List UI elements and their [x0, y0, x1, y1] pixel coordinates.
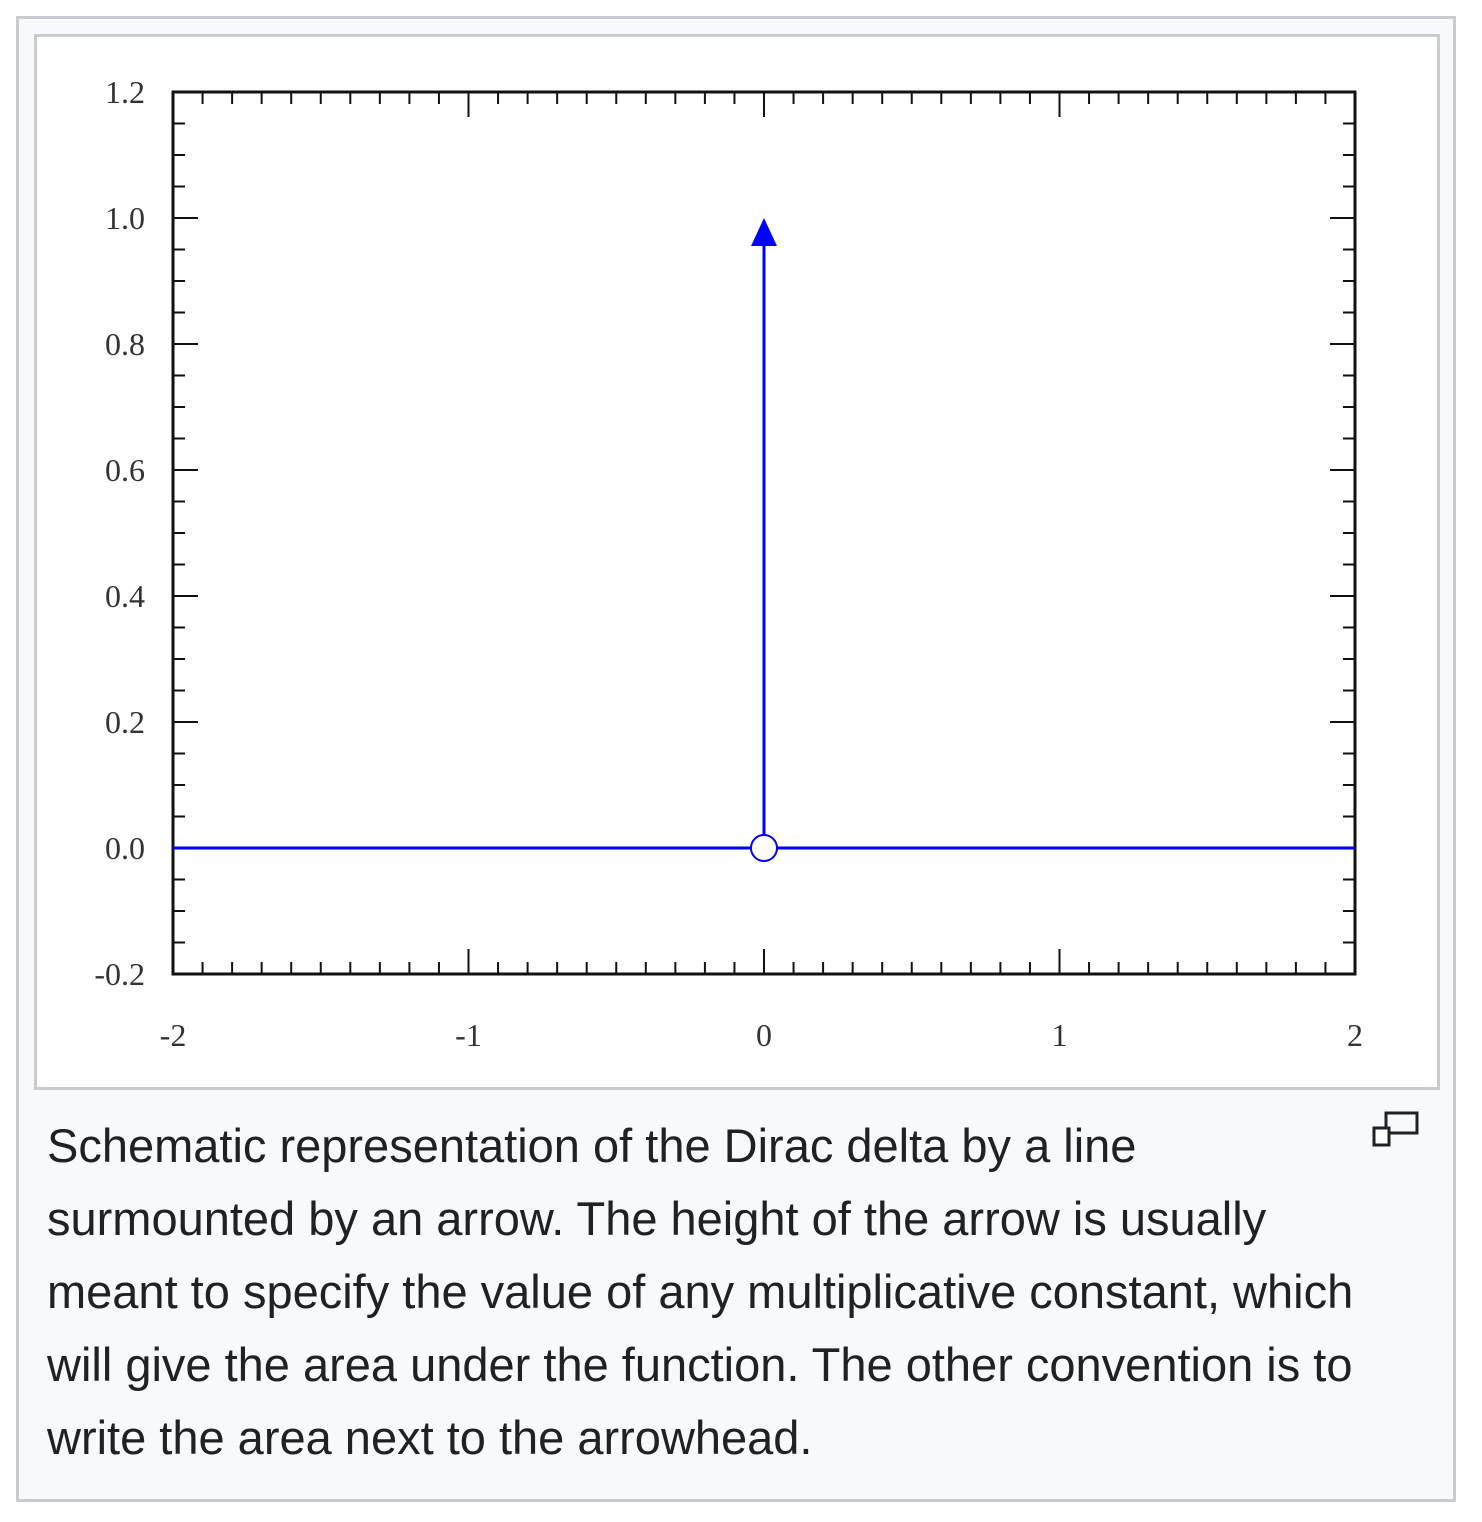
x-tick-label: 2 — [1347, 1017, 1363, 1053]
y-tick-label: 0.8 — [105, 326, 145, 362]
dirac-delta-plot: -2 -1 0 1 2 -0.2 0.0 0.2 0.4 0.6 0.8 1.0 1.2 — [94, 74, 1363, 1053]
x-tick-label: -2 — [160, 1017, 187, 1053]
y-tick-label: 0.6 — [105, 452, 145, 488]
x-tick-label: -1 — [455, 1017, 482, 1053]
y-tick-label: -0.2 — [94, 956, 145, 992]
magnify-clip-icon[interactable] — [1371, 1110, 1421, 1150]
y-tick-label: 0.0 — [105, 830, 145, 866]
figure-thumbnail: -2 -1 0 1 2 -0.2 0.0 0.2 0.4 0.6 0.8 1.0 1.2 Schemat… — [16, 16, 1456, 1502]
x-tick-label: 1 — [1052, 1017, 1068, 1053]
y-tick-label: 1.0 — [105, 200, 145, 236]
y-tick-label: 1.2 — [105, 74, 145, 110]
figure-image[interactable]: -2 -1 0 1 2 -0.2 0.0 0.2 0.4 0.6 0.8 1.0 1.2 — [34, 34, 1440, 1090]
y-tick-label: 0.2 — [105, 704, 145, 740]
x-tick-label: 0 — [756, 1017, 772, 1053]
plot-frame — [171, 90, 1357, 976]
figure-caption: Schematic representation of the Dirac de… — [47, 1119, 1354, 1464]
y-tick-label: 0.4 — [105, 578, 145, 614]
impulse-arrowhead — [751, 218, 777, 246]
impulse-base-marker — [750, 834, 778, 862]
